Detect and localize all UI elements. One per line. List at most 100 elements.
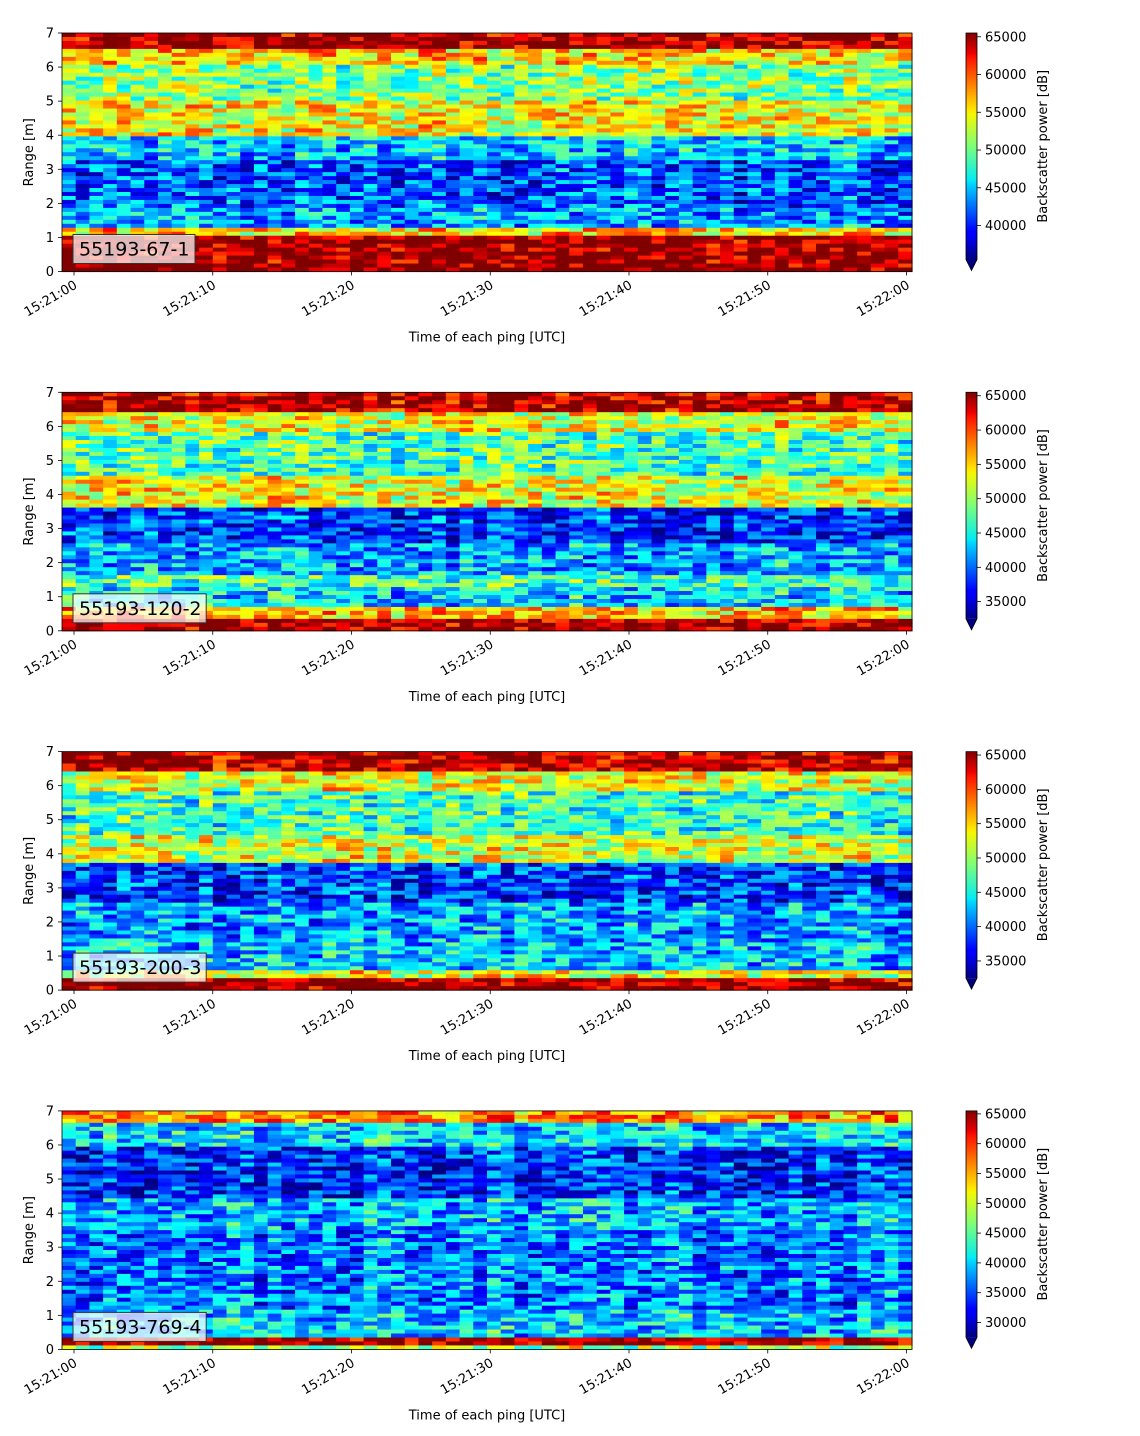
y-tick-label: 7 xyxy=(46,1104,54,1119)
y-tick-label: 5 xyxy=(46,95,54,110)
sensor-id-text: 55193-200-3 xyxy=(79,957,202,979)
y-axis-label: Range [m] xyxy=(22,1196,37,1264)
x-tick-label: 15:22:00 xyxy=(854,997,912,1039)
x-tick-label: 15:21:10 xyxy=(161,1356,219,1398)
colorbar-tick-label: 35000 xyxy=(985,954,1026,969)
colorbar-tick-label: 65000 xyxy=(985,749,1026,764)
y-tick-label: 4 xyxy=(46,129,54,144)
colorbar-tick-label: 55000 xyxy=(985,1167,1026,1182)
colorbar-tick-label: 50000 xyxy=(985,144,1026,159)
colorbar-tick-label: 40000 xyxy=(985,1256,1026,1271)
colorbar-tick-label: 45000 xyxy=(985,527,1026,542)
x-tick-label: 15:21:00 xyxy=(22,637,80,679)
x-tick-label: 15:21:10 xyxy=(161,278,219,320)
colorbar-extend-triangle xyxy=(966,618,977,630)
colorbar-tick-label: 40000 xyxy=(985,561,1026,576)
sensor-id-label: 55193-769-4 xyxy=(72,1311,207,1342)
colorbar-extend-triangle xyxy=(966,259,977,271)
colorbar-tick-label: 40000 xyxy=(985,920,1026,935)
heatmap-panel-2: 0 1 2 3 4 5 6 7 15:21:00 15:21:10 15:21:20 15:21:30… xyxy=(22,386,1051,705)
colorbar-tick-label: 45000 xyxy=(985,181,1026,196)
sensor-id-box xyxy=(72,952,207,983)
y-tick-label: 2 xyxy=(46,915,54,930)
heatmap-panel-4: 0 1 2 3 4 5 6 7 15:21:00 15:21:10 15:21:20 15:21:30… xyxy=(22,1104,1051,1423)
colorbar-frame xyxy=(965,1110,978,1350)
x-tick-label: 15:22:00 xyxy=(854,1356,912,1398)
colorbar-tick-label: 65000 xyxy=(985,30,1026,45)
y-tick-label: 0 xyxy=(46,624,54,639)
y-tick-label: 4 xyxy=(46,847,54,862)
y-tick-label: 2 xyxy=(46,556,54,571)
colorbar-tick-label: 60000 xyxy=(985,68,1026,83)
colorbar-tick-label: 60000 xyxy=(985,783,1026,798)
sensor-id-box xyxy=(72,234,196,264)
colorbar-extend-triangle xyxy=(966,978,977,990)
colorbar-label: Backscatter power [dB] xyxy=(1036,70,1051,223)
y-tick-label: 1 xyxy=(46,950,54,965)
y-tick-label: 3 xyxy=(46,163,54,178)
colorbar-frame xyxy=(965,751,978,990)
heatmap-panel-3: 0 1 2 3 4 5 6 7 15:21:00 15:21:10 15:21:20 15:21:30… xyxy=(22,745,1051,1064)
x-tick-label: 15:21:40 xyxy=(577,997,635,1039)
y-tick-label: 3 xyxy=(46,1241,54,1256)
colorbar: 40000 45000 50000 55000 60000 65000 Backscatte… xyxy=(965,30,1051,272)
y-tick-label: 3 xyxy=(46,881,54,896)
colorbar-label: Backscatter power [dB] xyxy=(1036,429,1051,582)
y-tick-label: 2 xyxy=(46,1275,54,1290)
y-axis-label: Range [m] xyxy=(22,118,37,186)
x-tick-label: 15:21:00 xyxy=(22,1356,80,1398)
x-tick-label: 15:21:10 xyxy=(161,637,219,679)
sensor-id-box xyxy=(72,1311,207,1342)
y-tick-label: 4 xyxy=(46,488,54,503)
colorbar-tick-label: 60000 xyxy=(985,424,1026,439)
sensor-id-label: 55193-120-2 xyxy=(72,593,207,624)
colorbar-tick-label: 35000 xyxy=(985,595,1026,610)
colorbar-tick-label: 50000 xyxy=(985,492,1026,507)
y-axis-label: Range [m] xyxy=(22,837,37,905)
y-tick-label: 4 xyxy=(46,1207,54,1222)
colorbar-tick-label: 30000 xyxy=(985,1316,1026,1331)
y-tick-label: 7 xyxy=(46,745,54,760)
heatmap-cells xyxy=(62,1110,913,1351)
colorbar-tick-label: 50000 xyxy=(985,1197,1026,1212)
x-tick-label: 15:21:30 xyxy=(438,278,496,320)
x-tick-label: 15:21:50 xyxy=(716,1356,774,1398)
y-tick-label: 3 xyxy=(46,522,54,537)
x-axis-label: Time of each ping [UTC] xyxy=(408,331,566,346)
colorbar: 35000 40000 45000 50000 55000 60000 65000 Backs… xyxy=(965,389,1051,631)
y-tick-label: 5 xyxy=(46,454,54,469)
sensor-id-text: 55193-769-4 xyxy=(79,1316,202,1338)
sensor-id-text: 55193-120-2 xyxy=(79,598,202,620)
x-tick-label: 15:21:00 xyxy=(22,278,80,320)
y-tick-label: 2 xyxy=(46,197,54,212)
x-axis-label: Time of each ping [UTC] xyxy=(408,1049,566,1064)
x-tick-label: 15:21:50 xyxy=(716,278,774,320)
sensor-id-box xyxy=(72,593,207,624)
x-tick-label: 15:22:00 xyxy=(854,637,912,679)
colorbar-tick-label: 35000 xyxy=(985,1286,1026,1301)
x-tick-label: 15:21:40 xyxy=(577,1356,635,1398)
y-tick-label: 1 xyxy=(46,590,54,605)
colorbar-tick-label: 65000 xyxy=(985,389,1026,404)
plot-frame xyxy=(61,751,913,991)
colorbar-gradient xyxy=(966,1110,977,1338)
colorbar-label: Backscatter power [dB] xyxy=(1036,1148,1051,1301)
x-tick-label: 15:21:20 xyxy=(299,278,357,320)
colorbar-frame xyxy=(965,32,978,272)
y-tick-label: 7 xyxy=(46,386,54,401)
x-tick-label: 15:22:00 xyxy=(854,278,912,320)
colorbar-tick-label: 50000 xyxy=(985,851,1026,866)
x-tick-label: 15:21:00 xyxy=(22,997,80,1039)
x-tick-label: 15:21:30 xyxy=(438,637,496,679)
sensor-id-label: 55193-200-3 xyxy=(72,952,207,983)
colorbar-tick-label: 45000 xyxy=(985,1227,1026,1242)
sensor-id-label: 55193-67-1 xyxy=(72,234,196,264)
y-tick-label: 0 xyxy=(46,265,54,280)
x-axis-label: Time of each ping [UTC] xyxy=(408,690,566,705)
colorbar-frame xyxy=(965,391,978,631)
colorbar-tick-label: 60000 xyxy=(985,1137,1026,1152)
y-tick-label: 6 xyxy=(46,420,54,435)
y-tick-label: 1 xyxy=(46,1309,54,1324)
colorbar: 30000 35000 40000 45000 50000 55000 60000 65000… xyxy=(965,1107,1051,1350)
